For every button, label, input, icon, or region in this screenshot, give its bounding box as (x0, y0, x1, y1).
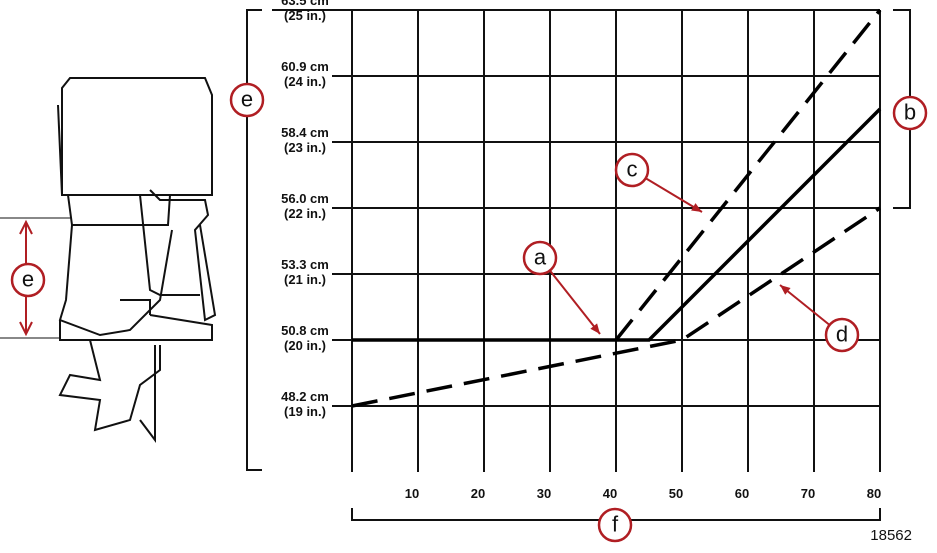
annotation-circle (614, 152, 650, 188)
y-tick-label: (23 in.) (284, 140, 326, 155)
x-tick-label: 20 (471, 486, 485, 501)
brackets (246, 9, 911, 521)
x-tick-label: 40 (603, 486, 617, 501)
annotation-label: e (241, 87, 253, 112)
annotation-label: e (22, 267, 34, 292)
figure-number: 18562 (870, 527, 912, 544)
x-tick-label: 10 (405, 486, 419, 501)
y-tick-label: (24 in.) (284, 74, 326, 89)
annotation-circle (597, 507, 633, 543)
y-tick-label: 60.9 cm (281, 59, 329, 74)
arrow-head (691, 203, 702, 212)
annotation-label: d (836, 322, 848, 347)
annotation-label: f (612, 512, 619, 537)
x-tick-label: 70 (801, 486, 815, 501)
annotation-circle (824, 317, 860, 353)
annotation-circle (10, 262, 46, 298)
x-tick-label: 50 (669, 486, 683, 501)
y-tick-label: (25 in.) (284, 8, 326, 23)
x-tick-label: 60 (735, 486, 749, 501)
arrow-head (590, 323, 600, 334)
y-tick-label: 58.4 cm (281, 125, 329, 140)
y-tick-label: (20 in.) (284, 338, 326, 353)
y-tick-label: (21 in.) (284, 272, 326, 287)
engine-illustration (0, 77, 217, 443)
annotation-circle (522, 240, 558, 276)
series-line (352, 107, 882, 342)
y-tick-label: 56.0 cm (281, 191, 329, 206)
y-tick-label: 63.5 cm (281, 0, 329, 8)
annotation-label: c (627, 157, 638, 182)
annotation-circle (229, 82, 265, 118)
y-tick-label: 53.3 cm (281, 257, 329, 272)
annotation-label: a (534, 245, 547, 270)
y-tick-label: (22 in.) (284, 206, 326, 221)
arrow-head (780, 285, 791, 295)
y-tick-label: 50.8 cm (281, 323, 329, 338)
x-tick-label: 80 (867, 486, 881, 501)
annotation-label: b (904, 100, 916, 125)
annotation-circle (892, 95, 928, 131)
y-tick-label: (19 in.) (284, 404, 326, 419)
y-tick-label: 48.2 cm (281, 389, 329, 404)
series-line (351, 206, 881, 408)
x-tick-label: 30 (537, 486, 551, 501)
series-line (614, 8, 882, 342)
